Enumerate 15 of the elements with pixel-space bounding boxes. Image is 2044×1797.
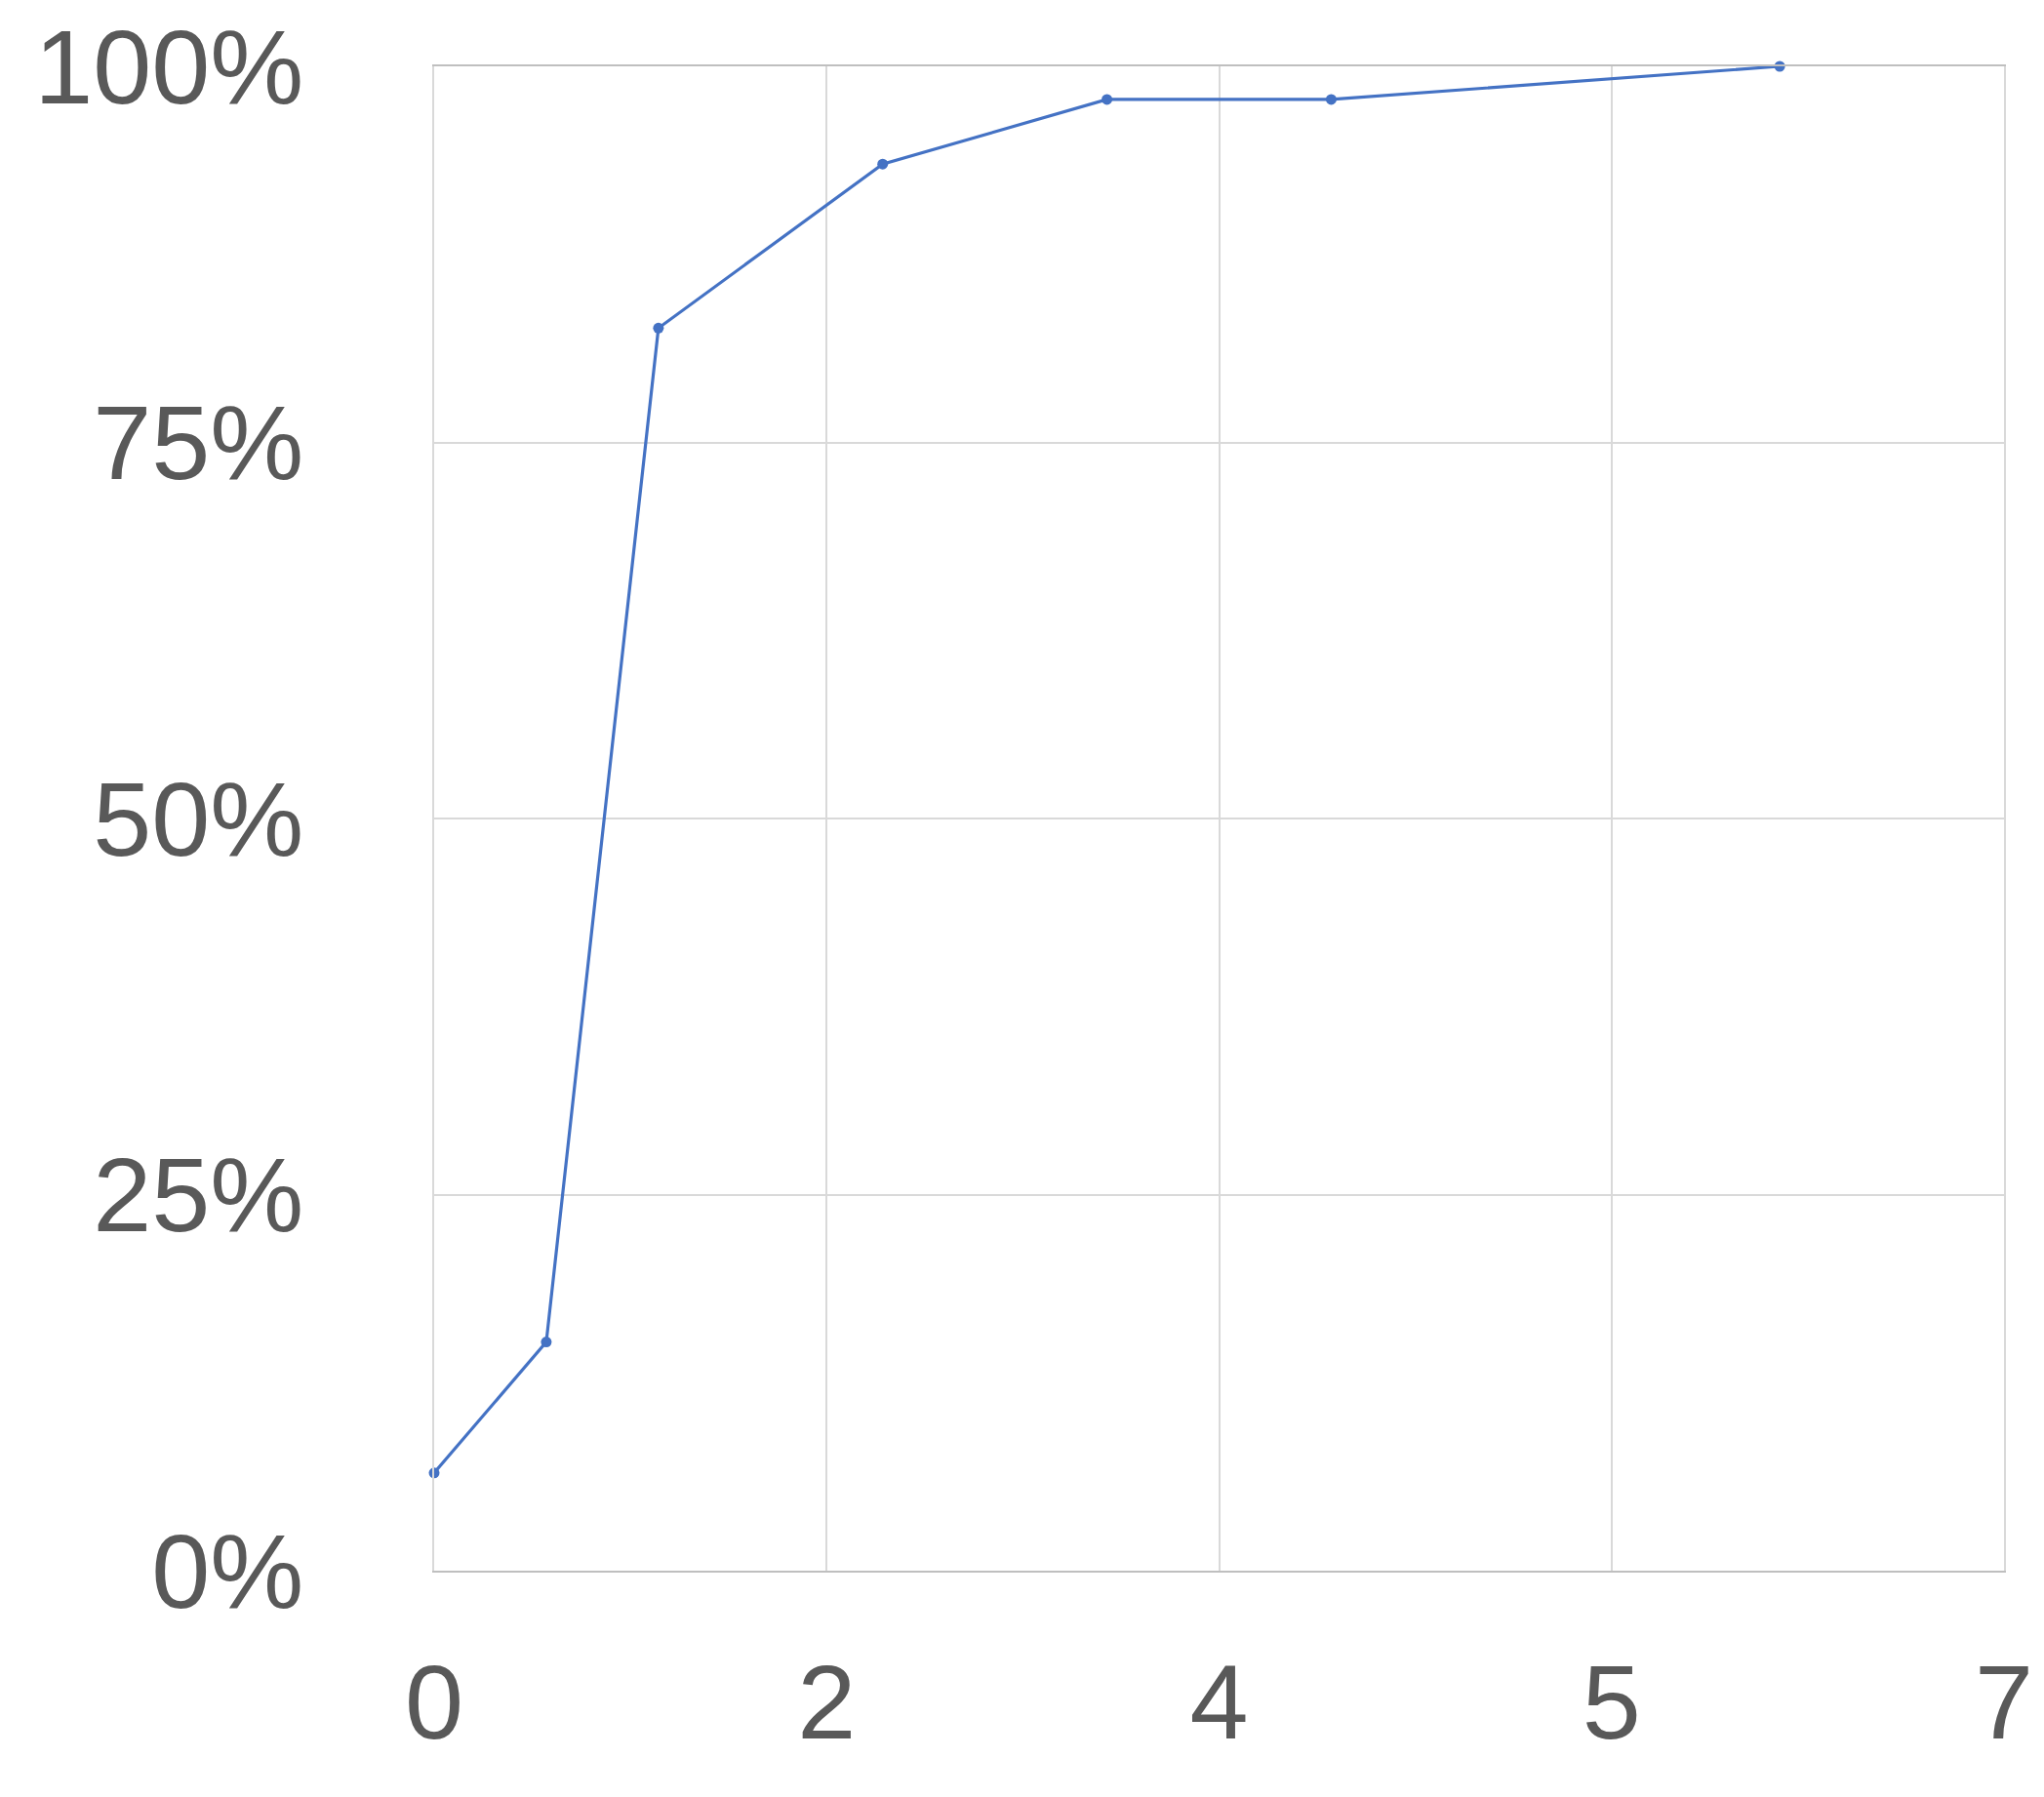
point <box>877 158 889 170</box>
point <box>1325 94 1337 105</box>
y-tick-label: 50% <box>93 759 304 878</box>
point <box>1102 94 1113 105</box>
point <box>653 322 664 334</box>
x-tick-label: 5 <box>1582 1642 1641 1761</box>
x-tick-label: 0 <box>404 1642 464 1761</box>
x-tick-label: 4 <box>1189 1642 1249 1761</box>
y-tick-label: 25% <box>93 1136 304 1255</box>
y-tick-label: 100% <box>34 7 304 126</box>
point <box>541 1337 552 1348</box>
y-tick-label: 75% <box>93 383 304 502</box>
x-tick-label: 2 <box>797 1642 857 1761</box>
y-tick-label: 0% <box>151 1511 304 1630</box>
x-tick-label: 7 <box>1974 1642 2034 1761</box>
